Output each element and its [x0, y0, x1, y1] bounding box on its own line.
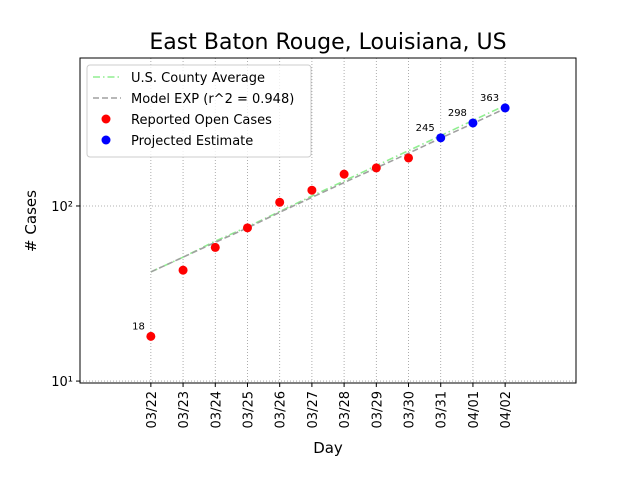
data-label: 245	[416, 123, 435, 134]
x-tick-label: 03/22	[145, 391, 160, 428]
data-point	[146, 331, 156, 341]
data-point	[307, 185, 317, 195]
x-tick-label: 03/29	[370, 391, 385, 428]
data-label: 298	[448, 108, 467, 119]
legend-label: U.S. County Average	[131, 71, 265, 86]
x-tick-label: 03/24	[209, 391, 224, 428]
data-label: 363	[480, 93, 499, 104]
y-tick-label: 10¹	[51, 375, 73, 390]
legend-marker	[101, 114, 111, 124]
legend-box	[86, 64, 312, 158]
y-tick-label: 10²	[51, 200, 73, 215]
legend-marker	[101, 135, 111, 145]
legend-label: Model EXP (r^2 = 0.948)	[131, 92, 294, 107]
x-tick-label: 03/31	[435, 391, 450, 428]
series-line	[150, 107, 506, 273]
data-point	[178, 265, 188, 275]
data-point	[404, 153, 414, 163]
plot-frame	[79, 57, 577, 384]
legend-label: Reported Open Cases	[131, 113, 272, 128]
x-tick-label: 03/26	[274, 391, 289, 428]
x-tick-label: 03/28	[338, 391, 353, 428]
x-tick-label: 03/25	[241, 391, 256, 428]
y-axis-label: # Cases	[22, 190, 40, 252]
x-tick-label: 03/23	[177, 391, 192, 428]
data-point	[242, 223, 252, 233]
data-point	[468, 118, 478, 128]
data-label: 18	[132, 321, 145, 332]
x-axis-label: Day	[313, 439, 343, 457]
legend-label: Projected Estimate	[131, 134, 253, 149]
x-tick-label: 04/02	[499, 391, 514, 428]
x-tick-label: 03/27	[306, 391, 321, 428]
data-point	[500, 103, 510, 113]
data-point	[371, 163, 381, 173]
data-point	[436, 133, 446, 143]
data-point	[339, 169, 349, 179]
x-tick-label: 03/30	[403, 391, 418, 428]
data-point	[275, 197, 285, 207]
x-tick-label: 04/01	[467, 391, 482, 428]
chart-title: East Baton Rouge, Louisiana, US	[149, 30, 506, 55]
data-point	[210, 242, 220, 252]
